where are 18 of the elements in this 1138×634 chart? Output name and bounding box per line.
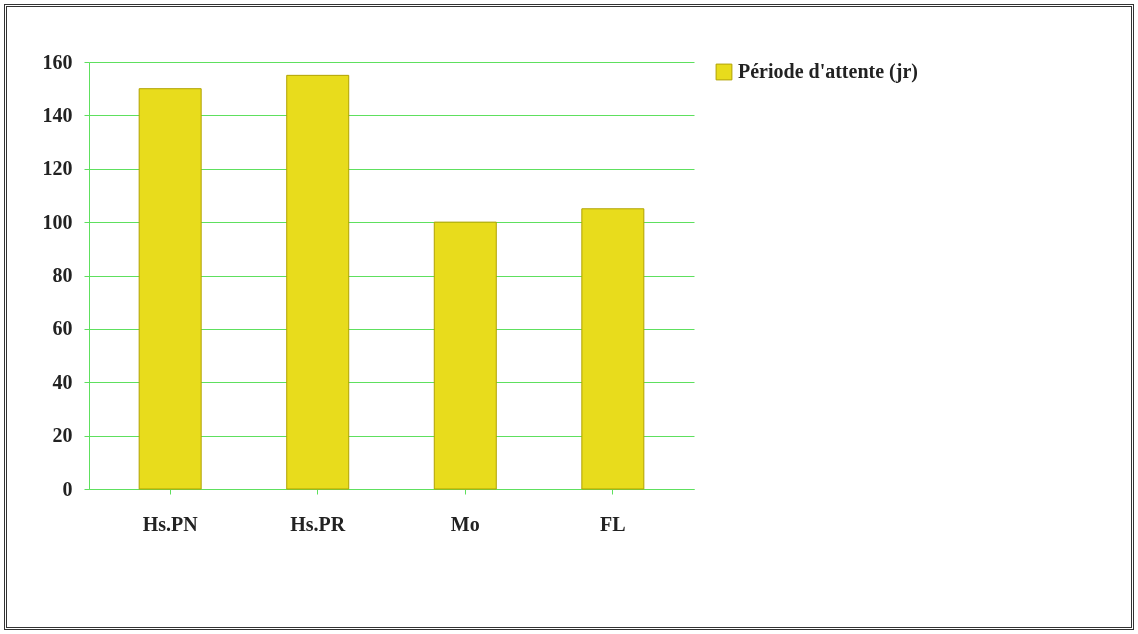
y-tick-label: 60 bbox=[52, 317, 73, 340]
x-tick-label: FL bbox=[600, 512, 626, 535]
y-tick-label: 80 bbox=[52, 264, 73, 286]
x-tick-label: Hs.PN bbox=[142, 512, 199, 535]
y-tick-label: 0 bbox=[62, 477, 73, 500]
x-tick-label: Hs.PR bbox=[290, 512, 346, 535]
legend-label: Période d'attente (jr) bbox=[738, 60, 918, 83]
bar bbox=[286, 74, 350, 490]
bar bbox=[433, 221, 497, 490]
y-tick-label: 140 bbox=[42, 103, 73, 126]
y-tick-label: 100 bbox=[42, 210, 73, 233]
y-tick-label: 120 bbox=[42, 157, 73, 180]
y-tick-label: 40 bbox=[52, 370, 73, 393]
y-tick-label: 160 bbox=[42, 50, 73, 73]
bar bbox=[138, 88, 202, 490]
x-tick-label: Mo bbox=[450, 512, 480, 535]
y-tick-label: 20 bbox=[52, 424, 73, 447]
bar bbox=[581, 208, 645, 490]
